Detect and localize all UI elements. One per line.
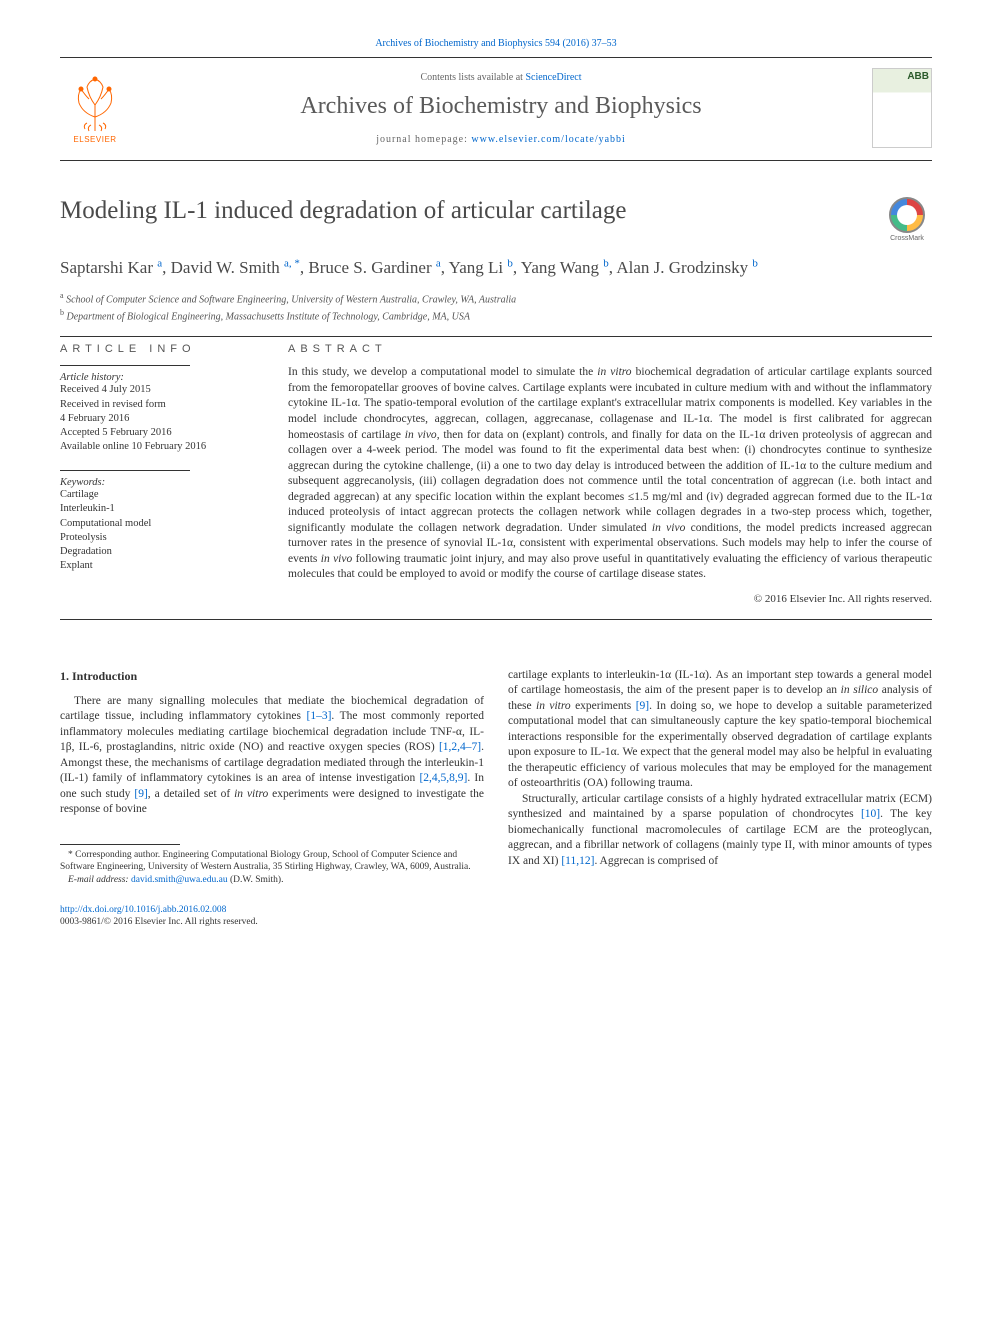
email-footnote: E-mail address: david.smith@uwa.edu.au (… <box>60 874 484 886</box>
sciencedirect-link[interactable]: ScienceDirect <box>525 72 581 83</box>
corresponding-footnote: * Corresponding author. Engineering Comp… <box>60 849 484 874</box>
abstract-column: ABSTRACT In this study, we develop a com… <box>288 343 932 604</box>
abstract-heading: ABSTRACT <box>288 343 932 355</box>
page: Archives of Biochemistry and Biophysics … <box>0 0 992 969</box>
email-link[interactable]: david.smith@uwa.edu.au <box>131 875 228 885</box>
crossmark-label: CrossMark <box>882 235 932 242</box>
homepage-link[interactable]: www.elsevier.com/locate/yabbi <box>471 134 625 145</box>
intro-paragraph-1: There are many signalling molecules that… <box>60 694 484 818</box>
col2-paragraph-2: Structurally, articular cartilage consis… <box>508 792 932 870</box>
info-subrule-1 <box>60 365 190 366</box>
info-abstract-rule <box>60 336 932 337</box>
crossmark-icon <box>889 197 925 233</box>
footnote-rule <box>60 844 180 845</box>
body-column-left: 1. Introduction There are many signallin… <box>60 668 484 886</box>
elsevier-label: ELSEVIER <box>73 135 116 144</box>
history-label: Article history: <box>60 372 260 383</box>
contents-line: Contents lists available at ScienceDirec… <box>142 72 860 83</box>
email-suffix: (D.W. Smith). <box>228 875 284 885</box>
article-info-column: ARTICLE INFO Article history: Received 4… <box>60 343 260 604</box>
affiliations: a School of Computer Science and Softwar… <box>60 290 932 325</box>
info-subrule-2 <box>60 470 190 471</box>
copyright-line: © 2016 Elsevier Inc. All rights reserved… <box>288 593 932 605</box>
elsevier-logo: ELSEVIER <box>60 68 130 148</box>
history-body: Received 4 July 2015Received in revised … <box>60 383 260 454</box>
homepage-line: journal homepage: www.elsevier.com/locat… <box>142 134 860 145</box>
elsevier-tree-icon <box>65 73 125 133</box>
abstract-bottom-rule <box>60 619 932 620</box>
crossmark-badge[interactable]: CrossMark <box>882 197 932 242</box>
page-footer: http://dx.doi.org/10.1016/j.abb.2016.02.… <box>60 904 932 929</box>
contents-prefix: Contents lists available at <box>420 72 525 83</box>
cover-abbrev: ABB <box>907 71 929 82</box>
intro-heading: 1. Introduction <box>60 668 484 684</box>
journal-name: Archives of Biochemistry and Biophysics <box>142 93 860 120</box>
doi-link[interactable]: http://dx.doi.org/10.1016/j.abb.2016.02.… <box>60 905 226 915</box>
body-columns: 1. Introduction There are many signallin… <box>60 668 932 886</box>
homepage-prefix: journal homepage: <box>376 134 471 145</box>
citation-line: Archives of Biochemistry and Biophysics … <box>60 38 932 49</box>
email-label: E-mail address: <box>68 875 131 885</box>
article-title: Modeling IL-1 induced degradation of art… <box>60 197 870 225</box>
body-column-right: cartilage explants to interleukin-1α (IL… <box>508 668 932 886</box>
header-center: Contents lists available at ScienceDirec… <box>142 72 860 145</box>
journal-header: ELSEVIER Contents lists available at Sci… <box>60 58 932 161</box>
title-block: Modeling IL-1 induced degradation of art… <box>60 197 932 242</box>
issn-line: 0003-9861/© 2016 Elsevier Inc. All right… <box>60 917 258 927</box>
info-abstract-row: ARTICLE INFO Article history: Received 4… <box>60 343 932 604</box>
journal-cover-thumbnail: ABB <box>872 68 932 148</box>
keywords-label: Keywords: <box>60 477 260 488</box>
article-info-heading: ARTICLE INFO <box>60 343 260 355</box>
col2-paragraph-1: cartilage explants to interleukin-1α (IL… <box>508 668 932 792</box>
abstract-text: In this study, we develop a computationa… <box>288 365 932 582</box>
keywords-body: CartilageInterleukin-1Computational mode… <box>60 488 260 573</box>
author-list: Saptarshi Kar a, David W. Smith a, *, Br… <box>60 256 932 280</box>
